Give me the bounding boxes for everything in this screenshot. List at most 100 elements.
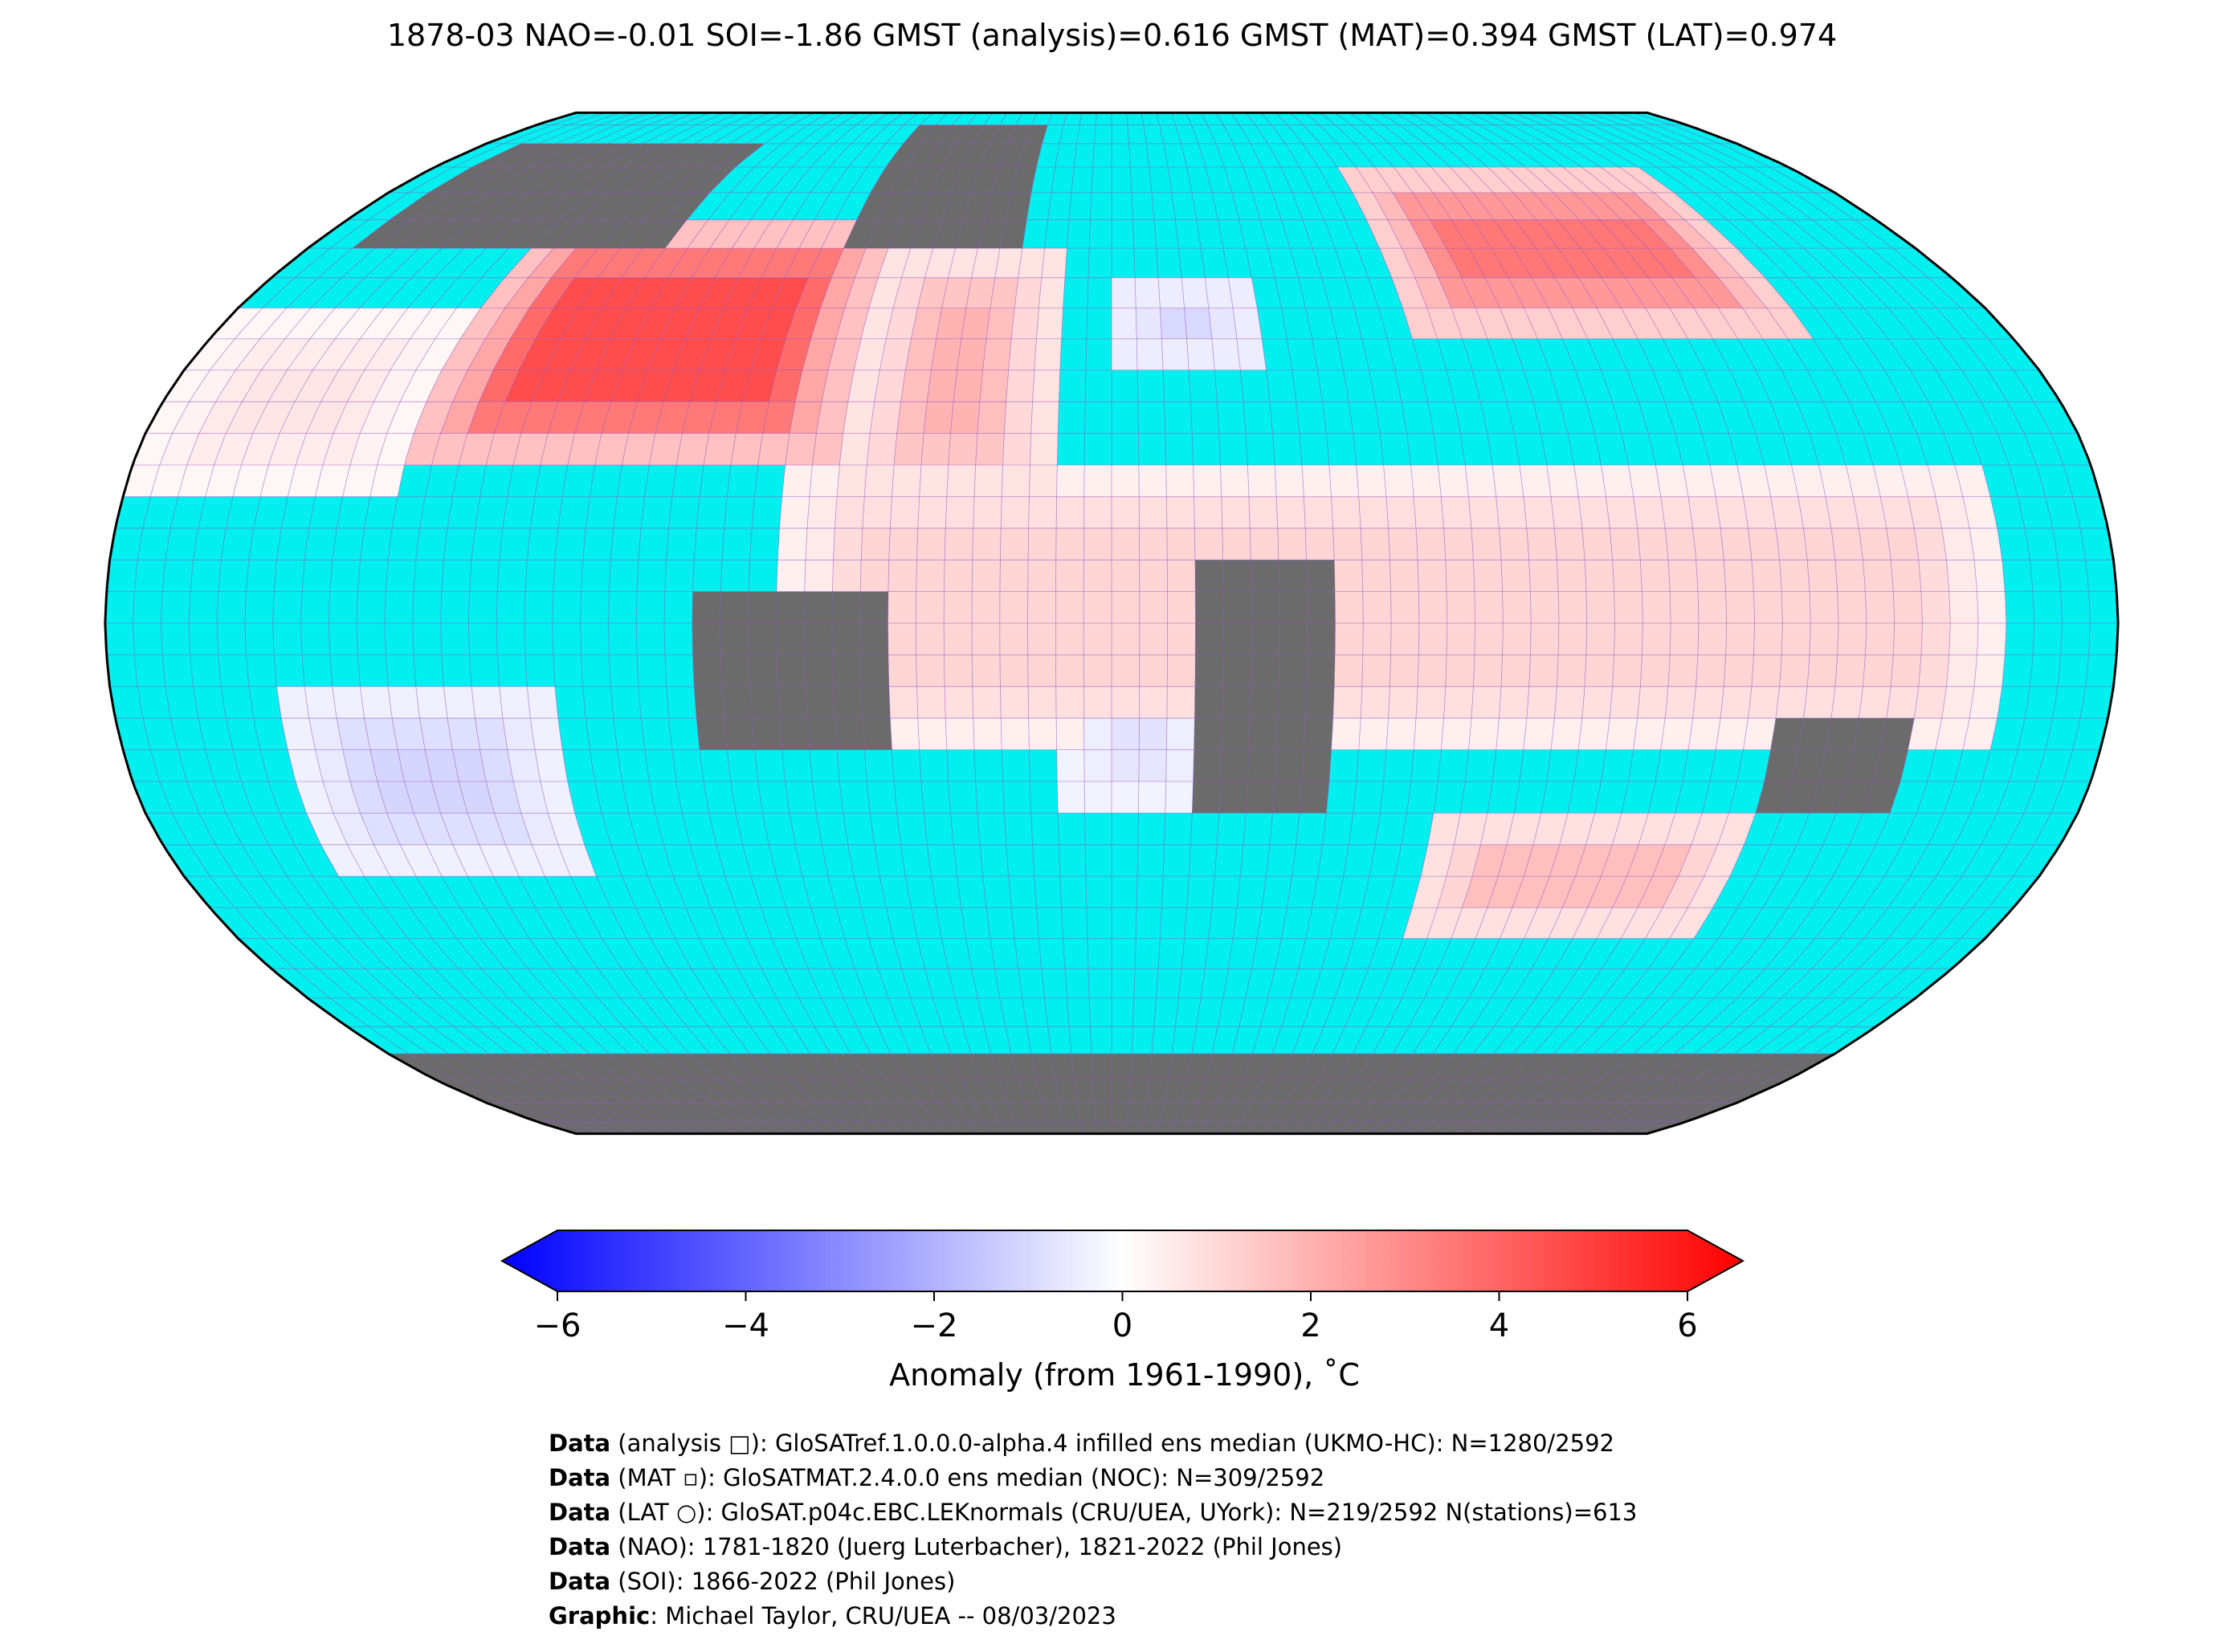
anomaly-cell [1275, 465, 1304, 497]
anomaly-cell [1837, 623, 1867, 655]
land-no-data-cell [1171, 1121, 1192, 1134]
land-no-data-cell [904, 143, 938, 167]
anomaly-cell [322, 781, 361, 814]
anomaly-cell [1974, 560, 2006, 592]
anomaly-cell [551, 248, 598, 278]
anomaly-cell [1606, 718, 1638, 750]
anomaly-cell [1437, 876, 1473, 908]
land-no-data-cell [694, 1103, 744, 1122]
anomaly-cell [1193, 465, 1222, 497]
land-no-data-cell [1277, 686, 1307, 719]
land-no-data-cell [748, 591, 777, 623]
land-no-data-cell [1394, 1054, 1434, 1079]
anomaly-cell [504, 277, 552, 308]
meridian-line [328, 112, 696, 1134]
anomaly-cell [1751, 560, 1782, 592]
anomaly-cell [874, 369, 906, 402]
anomaly-cell [1112, 686, 1140, 719]
anomaly-cell [1416, 528, 1446, 561]
anomaly-cell [1551, 496, 1582, 528]
anomaly-cell [1362, 623, 1392, 655]
anomaly-cell [1056, 465, 1085, 497]
land-no-data-cell [1424, 1121, 1464, 1134]
land-no-data-cell [1770, 1054, 1835, 1079]
meridian-line [720, 112, 904, 1134]
anomaly-cell [545, 338, 586, 370]
anomaly-cell [1335, 591, 1364, 623]
land-no-data-cell [1193, 749, 1222, 781]
meridian-line [1170, 112, 1224, 1134]
land-no-data-cell [746, 1103, 792, 1122]
land-no-data-cell [1318, 1054, 1353, 1079]
land-no-data-cell [1250, 686, 1279, 719]
anomaly-cell [1691, 248, 1742, 278]
land-no-data-cell [1364, 1121, 1400, 1134]
meridian-line [188, 112, 621, 1134]
anomaly-cell [1558, 248, 1602, 278]
land-no-data-cell [1007, 124, 1032, 144]
anomaly-cell [862, 496, 892, 528]
land-no-data-cell [590, 1103, 648, 1122]
anomaly-cell [1001, 718, 1030, 750]
land-no-data-cell [1667, 1079, 1733, 1103]
anomaly-cell [1513, 192, 1558, 220]
anomaly-cell [502, 718, 535, 750]
land-no-data-cell [620, 219, 666, 249]
anomaly-cell [1928, 465, 1963, 497]
anomaly-cell [1688, 718, 1721, 750]
anomaly-cell [1633, 496, 1666, 528]
land-no-data-cell [471, 1079, 539, 1103]
land-no-data-cell [932, 219, 963, 249]
anomaly-cell [404, 781, 441, 814]
land-no-data-cell [890, 167, 924, 193]
land-no-data-cell [1163, 1079, 1187, 1103]
land-no-data-cell [749, 1054, 792, 1079]
anomaly-cell [944, 560, 973, 592]
anomaly-cell [1492, 465, 1524, 497]
anomaly-cell [1000, 528, 1029, 561]
anomaly-cell [864, 465, 894, 497]
land-no-data-cell [504, 1103, 568, 1122]
anomaly-cell [1056, 496, 1084, 528]
land-no-data-cell [1441, 1079, 1488, 1103]
anomaly-cell [1648, 277, 1695, 308]
anomaly-cell [315, 465, 350, 497]
anomaly-cell [1621, 219, 1670, 249]
anomaly-cell [1536, 248, 1579, 278]
land-no-data-cell [463, 219, 517, 249]
land-no-data-cell [867, 1079, 904, 1103]
land-no-data-cell [1623, 1103, 1685, 1122]
anomaly-cell [287, 338, 335, 370]
anomaly-cell [888, 623, 916, 655]
anomaly-cell [785, 433, 817, 465]
anomaly-cell [441, 338, 486, 370]
anomaly-cell [1501, 655, 1531, 687]
anomaly-cell [798, 219, 836, 249]
anomaly-cell [178, 465, 214, 497]
land-no-data-cell [1713, 1054, 1775, 1079]
anomaly-cell [944, 655, 973, 687]
land-no-data-cell [890, 1054, 924, 1079]
anomaly-cell [628, 402, 664, 434]
anomaly-cell [1946, 560, 1977, 592]
anomaly-cell [1083, 655, 1112, 687]
anomaly-cell [974, 465, 1003, 497]
anomaly-cell [1473, 192, 1516, 220]
land-no-data-cell [1415, 1103, 1459, 1122]
anomaly-cell [560, 308, 602, 339]
land-no-data-cell [1000, 219, 1027, 249]
anomaly-cell [1642, 591, 1671, 623]
anomaly-cell [1718, 308, 1764, 339]
anomaly-cell [1668, 655, 1698, 687]
land-no-data-cell [1513, 1121, 1560, 1134]
anomaly-cell [1846, 465, 1881, 497]
anomaly-cell [806, 496, 838, 528]
anomaly-cell [333, 402, 374, 434]
anomaly-cell [972, 528, 1002, 561]
anomaly-cell [1696, 655, 1726, 687]
anomaly-cell [443, 686, 475, 719]
land-no-data-cell [607, 1103, 664, 1122]
land-no-data-cell [1720, 1079, 1789, 1103]
anomaly-cell [1499, 686, 1529, 719]
anomaly-cell [426, 844, 467, 877]
